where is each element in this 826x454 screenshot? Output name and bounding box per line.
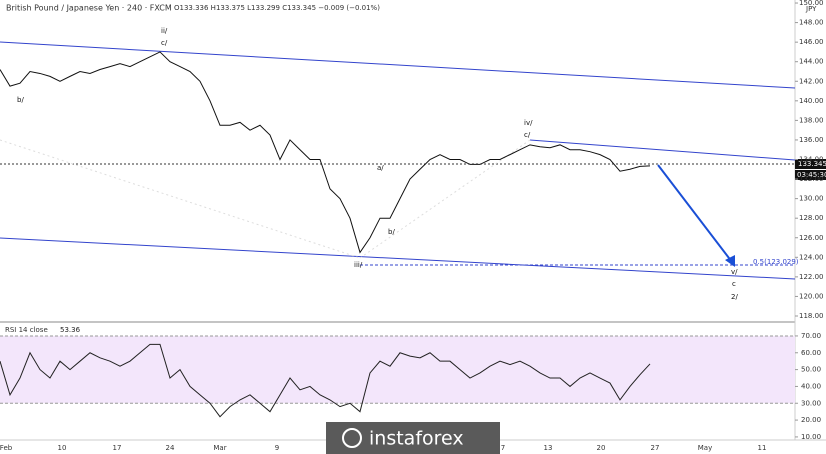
channel-inner bbox=[529, 139, 796, 161]
rsi-y-tick-label: 40.00 bbox=[801, 382, 821, 390]
arrow-head bbox=[725, 255, 735, 267]
countdown-label: 03:45:30 bbox=[797, 171, 826, 179]
x-tick-label: Mar bbox=[213, 444, 226, 452]
x-tick-label: 13 bbox=[544, 444, 553, 452]
wave-label: v/ bbox=[731, 268, 738, 276]
x-tick-label: 20 bbox=[597, 444, 606, 452]
y-tick-label: 138.00 bbox=[799, 116, 824, 124]
wave-label: iv/ bbox=[524, 119, 533, 127]
y-tick-label: 120.00 bbox=[799, 292, 824, 300]
y-tick-label: 144.00 bbox=[799, 58, 824, 66]
price-line bbox=[0, 51, 651, 254]
wave-label: b/ bbox=[17, 96, 24, 104]
wave-label: 2/ bbox=[731, 293, 738, 301]
projection-arrow bbox=[657, 164, 733, 263]
y-tick-label: 146.00 bbox=[799, 38, 824, 46]
channel-upper bbox=[0, 41, 796, 89]
rsi-y-tick-label: 20.00 bbox=[801, 416, 821, 424]
y-tick-label: 130.00 bbox=[799, 195, 824, 203]
price-tag bbox=[795, 159, 826, 169]
x-tick-label: 10 bbox=[58, 444, 67, 452]
wave-label: iii/ bbox=[354, 261, 363, 269]
x-tick-label: 17 bbox=[113, 444, 122, 452]
x-tick-label: Feb bbox=[0, 444, 13, 452]
y-tick-label: 126.00 bbox=[799, 234, 824, 242]
helper-line bbox=[0, 139, 361, 259]
rsi-band bbox=[0, 335, 795, 404]
y-tick-label: 118.00 bbox=[799, 312, 824, 320]
wave-label: b/ bbox=[388, 228, 395, 236]
wave-label: c bbox=[732, 280, 736, 288]
y-tick-label: 148.00 bbox=[799, 19, 824, 27]
y-tick-label: 134.00 bbox=[799, 156, 824, 164]
symbol-title: British Pound / Japanese Yen · 240 · FXC… bbox=[6, 4, 172, 13]
y-tick-label: 132.00 bbox=[799, 175, 824, 183]
rsi-line bbox=[0, 343, 651, 418]
channel-lower bbox=[0, 237, 796, 280]
y-tick-label: 128.00 bbox=[799, 214, 824, 222]
y-tick-label: 150.00 bbox=[799, 0, 824, 7]
x-tick-label: 27 bbox=[651, 444, 660, 452]
currency: JPY bbox=[805, 5, 817, 13]
x-tick-label: May bbox=[698, 444, 712, 452]
y-tick-label: 142.00 bbox=[799, 77, 824, 85]
x-tick-label: 9 bbox=[275, 444, 279, 452]
rsi-y-tick-label: 60.00 bbox=[801, 349, 821, 357]
x-tick-label: 24 bbox=[166, 444, 175, 452]
wave-label: c/ bbox=[161, 39, 168, 47]
wave-label: c/ bbox=[524, 131, 531, 139]
watermark-logo bbox=[342, 428, 362, 448]
wave-label: ii/ bbox=[161, 27, 168, 35]
rsi-title: RSI 14 close bbox=[5, 326, 48, 334]
rsi-y-tick-label: 30.00 bbox=[801, 399, 821, 407]
rsi-y-tick-label: 10.00 bbox=[801, 433, 821, 441]
x-tick-label: 7 bbox=[501, 444, 505, 452]
watermark: instaforex bbox=[369, 428, 464, 450]
rsi-y-tick-label: 70.00 bbox=[801, 332, 821, 340]
y-tick-label: 122.00 bbox=[799, 273, 824, 281]
watermark-box bbox=[326, 422, 500, 454]
fib-label: 0.5(123.029) bbox=[753, 258, 799, 266]
y-tick-label: 124.00 bbox=[799, 253, 824, 261]
ohlc-text: O133.336 H133.375 L133.299 C133.345 −0.0… bbox=[174, 4, 380, 12]
rsi-value: 53.36 bbox=[60, 326, 81, 334]
rsi-y-tick-label: 50.00 bbox=[801, 366, 821, 374]
wave-label: a/ bbox=[377, 164, 384, 172]
countdown-tag bbox=[795, 170, 826, 180]
price-tag-label: 133.345 bbox=[798, 160, 826, 168]
y-tick-label: 140.00 bbox=[799, 97, 824, 105]
x-tick-label: 11 bbox=[758, 444, 767, 452]
y-tick-label: 136.00 bbox=[799, 136, 824, 144]
